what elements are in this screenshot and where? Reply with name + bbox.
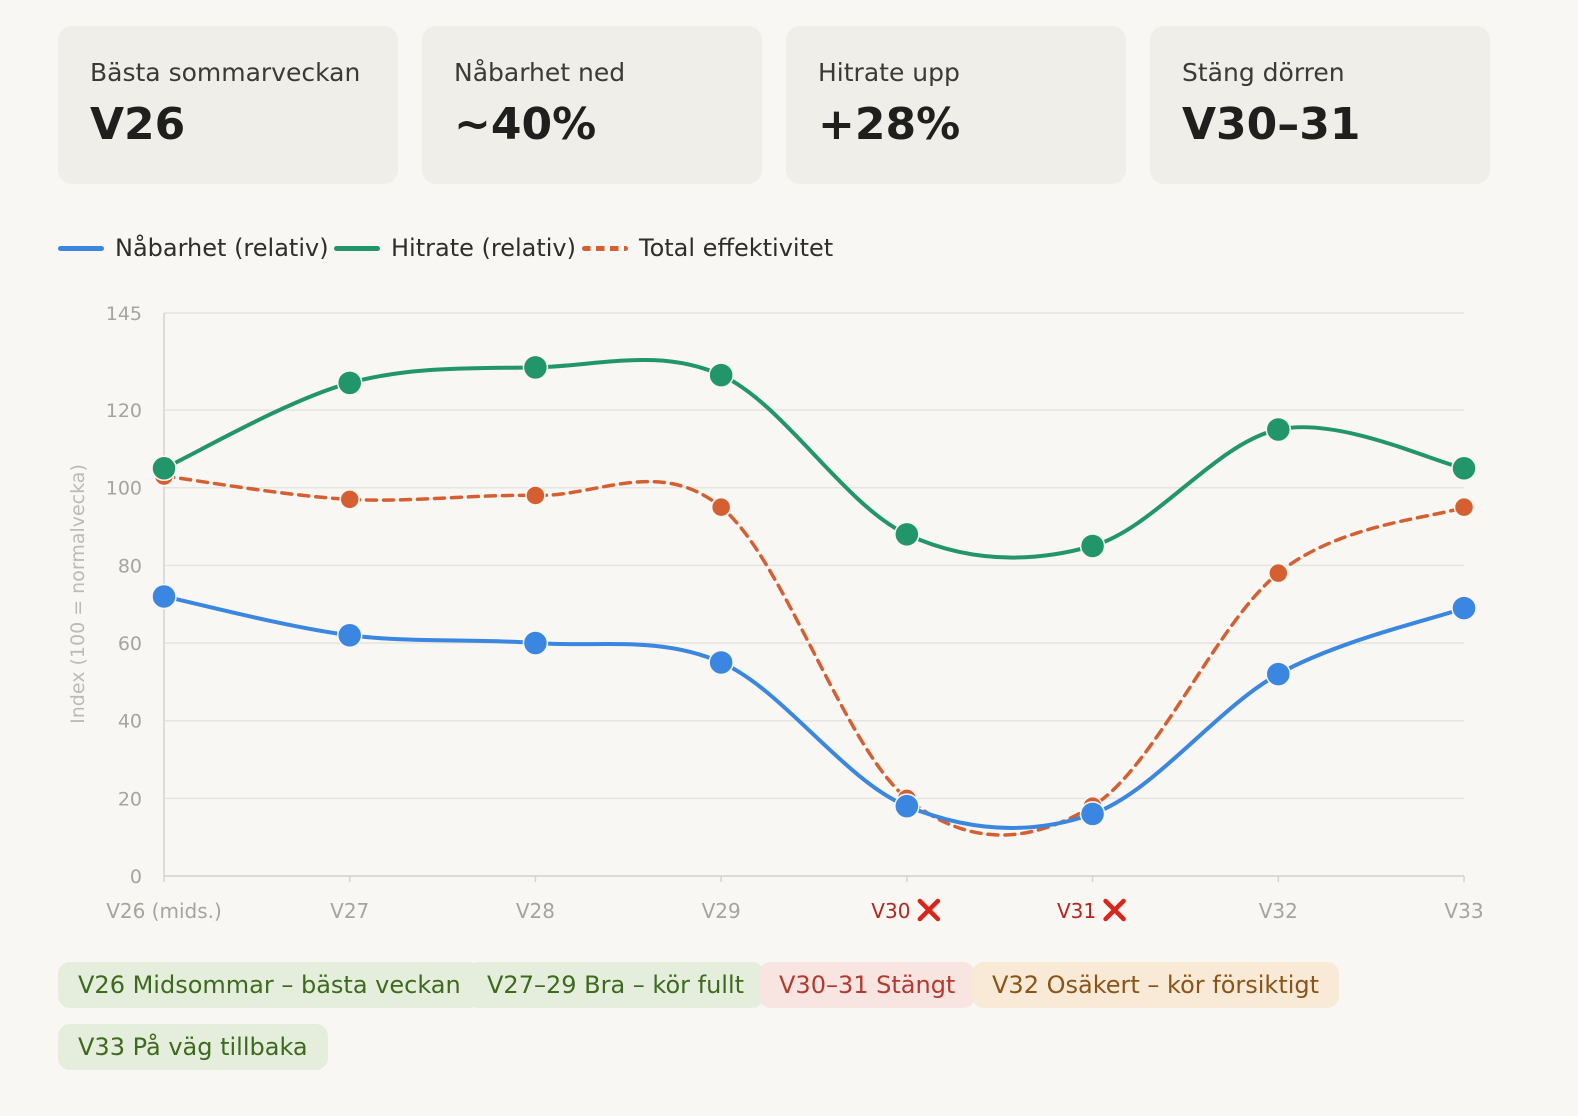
legend-swatch bbox=[58, 245, 104, 251]
kpi-label: Stäng dörren bbox=[1182, 58, 1345, 87]
kpi-row: Bästa sommarveckan V26 Nåbarhet ned ~40%… bbox=[58, 26, 1490, 184]
data-point-n-barhet-relativ bbox=[151, 583, 177, 610]
y-tick-label: 60 bbox=[118, 633, 142, 655]
y-tick-label: 40 bbox=[118, 711, 142, 733]
y-tick-label: 120 bbox=[106, 400, 142, 422]
y-axis-title: Index (100 = normalvecka) bbox=[67, 464, 89, 724]
x-tick-label: V26 (mids.) bbox=[106, 899, 222, 923]
kpi-label: Nåbarhet ned bbox=[454, 58, 626, 87]
kpi-value: ~40% bbox=[454, 99, 597, 150]
data-point-total-effektivitet bbox=[1453, 496, 1475, 518]
cross-stroke bbox=[917, 898, 941, 922]
x-tick-label: V33 bbox=[1444, 899, 1483, 923]
line-chart: 0 20 40 60 80 100 120 145 V26 (mids.) V27 V28 V29 V3… bbox=[67, 303, 1484, 923]
kpi-card-close-door: Stäng dörren V30–31 bbox=[1150, 26, 1490, 184]
data-point-hitrate-relativ bbox=[1265, 416, 1292, 443]
y-tick-label: 145 bbox=[106, 303, 142, 325]
x-tick-label: V31 bbox=[1057, 899, 1096, 923]
legend-item-reachability[interactable]: Nåbarhet (relativ) bbox=[58, 230, 329, 266]
kpi-card-best-week: Bästa sommarveckan V26 bbox=[58, 26, 398, 184]
series-layer bbox=[151, 354, 1477, 837]
y-tick-label: 0 bbox=[130, 866, 142, 888]
kpi-value: V26 bbox=[90, 99, 186, 150]
red-cross-icon bbox=[917, 898, 941, 922]
data-point-n-barhet-relativ bbox=[1079, 801, 1106, 827]
data-point-total-effektivitet bbox=[1268, 562, 1289, 584]
kpi-value: V30–31 bbox=[1182, 99, 1361, 150]
data-point-total-effektivitet bbox=[525, 485, 546, 506]
data-point-total-effektivitet bbox=[710, 496, 732, 518]
kpi-value: +28% bbox=[818, 99, 961, 150]
y-tick-label: 100 bbox=[106, 478, 142, 500]
data-point-n-barhet-relativ bbox=[336, 622, 363, 649]
data-point-hitrate-relativ bbox=[336, 370, 363, 396]
legend-label: Total effektivitet bbox=[639, 234, 834, 262]
data-point-hitrate-relativ bbox=[1451, 455, 1477, 482]
x-tick-label: V29 bbox=[702, 899, 741, 923]
status-tag: V26 Midsommar – bästa veckan bbox=[58, 962, 481, 1008]
status-tag: V27–29 Bra – kör fullt bbox=[467, 962, 765, 1008]
data-point-n-barhet-relativ bbox=[1265, 661, 1292, 687]
series-line-hitrate-relativ bbox=[162, 357, 1466, 560]
label-layer: 0 20 40 60 80 100 120 145 V26 (mids.) V27 V28 V29 V3… bbox=[67, 303, 1484, 923]
axis-layer bbox=[163, 313, 1465, 882]
data-point-n-barhet-relativ bbox=[894, 793, 920, 819]
x-tick-label: V28 bbox=[516, 899, 555, 923]
data-point-n-barhet-relativ bbox=[708, 649, 734, 676]
grid-layer bbox=[164, 312, 1464, 877]
legend-swatch bbox=[334, 245, 380, 251]
y-tick-label: 20 bbox=[118, 788, 142, 810]
data-point-hitrate-relativ bbox=[151, 455, 177, 482]
data-point-hitrate-relativ bbox=[894, 521, 920, 548]
kpi-label: Bästa sommarveckan bbox=[90, 58, 361, 87]
data-point-total-effektivitet bbox=[339, 489, 360, 510]
legend-item-hitrate[interactable]: Hitrate (relativ) bbox=[334, 230, 576, 266]
series-line-n-barhet-relativ bbox=[162, 594, 1466, 831]
legend-label: Hitrate (relativ) bbox=[391, 234, 576, 262]
data-point-hitrate-relativ bbox=[522, 354, 549, 381]
kpi-label: Hitrate upp bbox=[818, 58, 960, 87]
status-tag: V33 På väg tillbaka bbox=[58, 1024, 328, 1070]
status-tag: V32 Osäkert – kör försiktigt bbox=[972, 962, 1340, 1008]
legend-item-total-efficiency[interactable]: Total effektivitet bbox=[582, 230, 833, 266]
kpi-card-reachability: Nåbarhet ned ~40% bbox=[422, 26, 762, 184]
data-point-n-barhet-relativ bbox=[522, 630, 549, 656]
data-point-n-barhet-relativ bbox=[1451, 595, 1477, 621]
legend-swatch bbox=[582, 245, 628, 251]
x-tick-label: V30 bbox=[871, 899, 910, 923]
legend-label: Nåbarhet (relativ) bbox=[115, 234, 329, 262]
series-line-total-effektivitet bbox=[162, 474, 1466, 837]
status-tag: V30–31 Stängt bbox=[759, 962, 976, 1008]
cross-stroke bbox=[1103, 898, 1126, 922]
y-tick-label: 80 bbox=[118, 555, 142, 577]
data-point-hitrate-relativ bbox=[1079, 533, 1106, 559]
x-tick-label: V27 bbox=[330, 899, 369, 923]
kpi-card-hitrate: Hitrate upp +28% bbox=[786, 26, 1126, 184]
data-point-hitrate-relativ bbox=[708, 362, 734, 388]
red-cross-icon bbox=[1103, 898, 1126, 922]
x-tick-label: V32 bbox=[1259, 899, 1298, 923]
